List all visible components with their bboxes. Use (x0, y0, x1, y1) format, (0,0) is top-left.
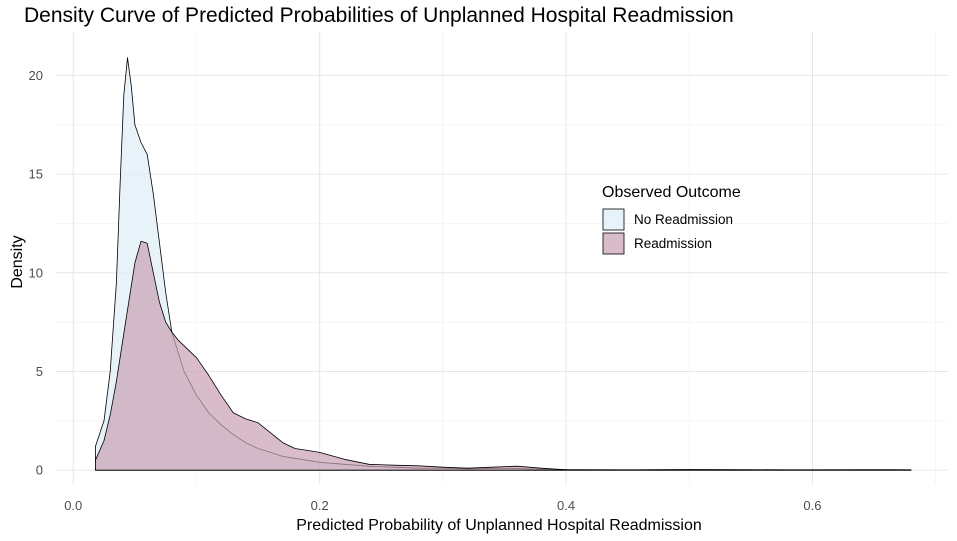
y-tick-label: 10 (29, 265, 43, 280)
x-axis-title: Predicted Probability of Unplanned Hospi… (296, 517, 702, 534)
legend-title: Observed Outcome (602, 184, 741, 201)
y-tick-label: 5 (36, 364, 43, 379)
legend-label: Readmission (634, 236, 712, 251)
legend-item: No Readmission (602, 208, 733, 231)
axis-ticks: 0.0 0.2 0.4 0.6 0 5 10 15 20 (29, 68, 822, 513)
x-tick-label: 0.4 (557, 498, 575, 513)
density-area-readmission (95, 240, 912, 471)
x-tick-label: 0.2 (311, 498, 329, 513)
legend-item: Readmission (602, 232, 712, 255)
legend-key (602, 232, 625, 255)
x-tick-label: 0.6 (803, 498, 821, 513)
density-areas (95, 57, 912, 471)
y-tick-label: 0 (36, 463, 43, 478)
legend-label: No Readmission (634, 212, 733, 227)
y-tick-label: 15 (29, 167, 43, 182)
y-tick-label: 20 (29, 68, 43, 83)
x-tick-label: 0.0 (64, 498, 82, 513)
legend-key (602, 208, 625, 231)
y-axis-title: Density (9, 235, 26, 288)
legend: Observed Outcome No Readmission Readmissi… (602, 184, 741, 255)
chart-title: Density Curve of Predicted Probabilities… (24, 4, 734, 27)
